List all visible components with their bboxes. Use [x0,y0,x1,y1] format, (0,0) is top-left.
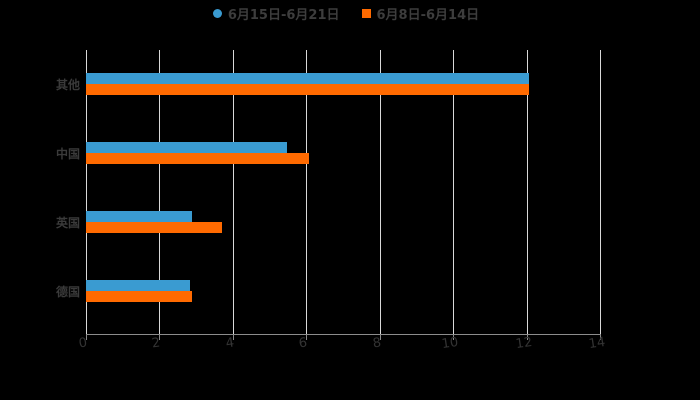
category-label: 中国 [55,147,80,161]
gridline [86,50,87,334]
bar[interactable] [86,84,530,95]
gridline [232,50,234,334]
x-tick-label: 10 [440,334,460,353]
bar[interactable] [86,291,193,302]
legend-label: 6月8日-6月14日 [376,7,480,23]
gridline [159,50,161,334]
gridline [600,50,601,334]
gridline [379,50,381,334]
chart-legend: 6月15日-6月21日 6月8日-6月14日 [0,4,700,23]
bar[interactable] [86,211,193,222]
x-tick-label: 8 [371,335,382,352]
x-tick-label: 2 [151,335,162,352]
x-tick-label: 4 [224,335,235,352]
x-tick-label: 12 [514,334,533,353]
x-tick-label: 14 [587,334,607,353]
x-tick [453,334,455,340]
bar[interactable] [86,153,309,164]
x-axis-line [86,334,600,335]
category-label: 英国 [55,216,80,230]
x-tick [232,334,234,340]
bar[interactable] [86,73,530,84]
legend-item-series1[interactable]: 6月15日-6月21日 [212,4,340,23]
x-tick [159,334,161,340]
legend-label: 6月15日-6月21日 [227,7,340,23]
bar[interactable] [86,142,288,153]
x-tick [379,334,381,340]
legend-square-icon [361,8,371,18]
x-tick-label: 0 [77,335,89,352]
legend-item-series2[interactable]: 6月8日-6月14日 [361,4,480,23]
legend-circle-icon [212,8,222,18]
gridline [526,50,528,334]
bar[interactable] [86,222,223,233]
x-tick [600,334,601,340]
gridline [453,50,455,334]
x-tick [86,334,87,340]
category-label: 其他 [55,78,80,92]
category-label: 德国 [55,285,80,299]
plot-area [86,50,601,334]
x-tick-label: 6 [298,335,309,352]
bar[interactable] [86,280,190,291]
x-tick [306,334,308,340]
gridline [306,50,308,334]
x-tick [526,334,528,340]
